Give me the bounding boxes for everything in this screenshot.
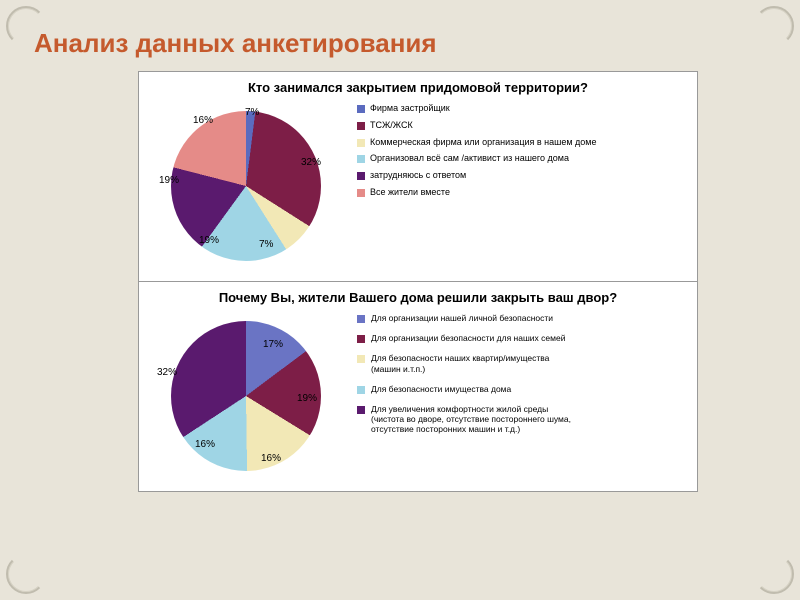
legend-label: Для безопасности наших квартир/имущества… xyxy=(371,353,571,373)
pie-slice-label: 7% xyxy=(259,239,273,250)
chart2-legend: Для организации нашей личной безопасност… xyxy=(357,311,691,435)
legend-item: Для безопасности наших квартир/имущества… xyxy=(357,353,691,373)
legend-swatch xyxy=(357,386,365,394)
pie-slice-label: 7% xyxy=(245,107,259,118)
legend-item: Для организации нашей личной безопасност… xyxy=(357,313,691,323)
corner-decoration xyxy=(6,6,50,50)
pie-slice-label: 19% xyxy=(199,235,219,246)
legend-label: Для организации безопасности для наших с… xyxy=(371,333,565,343)
legend-swatch xyxy=(357,172,365,180)
pie-slice-label: 16% xyxy=(193,115,213,126)
chart2-body: 17% 19% 16% 16% 32% Для организации нашей ли… xyxy=(145,311,691,481)
pie-slice-label: 32% xyxy=(301,157,321,168)
legend-swatch xyxy=(357,122,365,130)
legend-label: Фирма застройщик xyxy=(370,103,450,114)
legend-swatch xyxy=(357,406,365,414)
legend-label: Для организации нашей личной безопасност… xyxy=(371,313,553,323)
legend-item: Все жители вместе xyxy=(357,187,691,198)
legend-item: Для безопасности имущества дома xyxy=(357,384,691,394)
legend-label: Коммерческая фирма или организация в наш… xyxy=(370,137,597,148)
legend-swatch xyxy=(357,189,365,197)
page-title: Анализ данных анкетирования xyxy=(34,28,772,59)
chart1-pie xyxy=(171,111,321,261)
legend-label: Для увеличения комфортности жилой среды … xyxy=(371,404,571,435)
legend-label: затрудняюсь с ответом xyxy=(370,170,466,181)
chart1-title: Кто занимался закрытием придомовой терри… xyxy=(145,80,691,95)
chart2-panel: Почему Вы, жители Вашего дома решили зак… xyxy=(138,282,698,492)
pie-slice-label: 16% xyxy=(261,453,281,464)
legend-label: Все жители вместе xyxy=(370,187,450,198)
legend-item: Для организации безопасности для наших с… xyxy=(357,333,691,343)
pie-slice-label: 19% xyxy=(159,175,179,186)
legend-item: Коммерческая фирма или организация в наш… xyxy=(357,137,691,148)
corner-decoration xyxy=(750,550,794,594)
pie-slice-label: 17% xyxy=(263,339,283,350)
chart2-title: Почему Вы, жители Вашего дома решили зак… xyxy=(145,290,691,305)
chart2-pie-wrap: 17% 19% 16% 16% 32% xyxy=(151,311,341,481)
slide: Анализ данных анкетирования Кто занималс… xyxy=(0,0,800,600)
legend-label: Для безопасности имущества дома xyxy=(371,384,511,394)
chart1-legend: Фирма застройщик ТСЖ/ЖСК Коммерческая фирм… xyxy=(357,101,691,198)
legend-swatch xyxy=(357,105,365,113)
legend-swatch xyxy=(357,355,365,363)
legend-label: ТСЖ/ЖСК xyxy=(370,120,413,131)
legend-item: затрудняюсь с ответом xyxy=(357,170,691,181)
chart1-panel: Кто занимался закрытием придомовой терри… xyxy=(138,71,698,282)
pie-slice-label: 32% xyxy=(157,367,177,378)
legend-label: Организовал всё сам /активист из нашего … xyxy=(370,153,569,164)
legend-swatch xyxy=(357,139,365,147)
legend-swatch xyxy=(357,335,365,343)
chart1-body: 7% 32% 7% 19% 19% 16% Фирма застройщик ТСЖ/ЖСК… xyxy=(145,101,691,271)
legend-item: ТСЖ/ЖСК xyxy=(357,120,691,131)
legend-swatch xyxy=(357,315,365,323)
legend-swatch xyxy=(357,155,365,163)
pie-slice-label: 16% xyxy=(195,439,215,450)
pie-slice-label: 19% xyxy=(297,393,317,404)
chart1-pie-wrap: 7% 32% 7% 19% 19% 16% xyxy=(151,101,341,271)
legend-item: Для увеличения комфортности жилой среды … xyxy=(357,404,691,435)
legend-item: Фирма застройщик xyxy=(357,103,691,114)
corner-decoration xyxy=(6,550,50,594)
corner-decoration xyxy=(750,6,794,50)
legend-item: Организовал всё сам /активист из нашего … xyxy=(357,153,691,164)
